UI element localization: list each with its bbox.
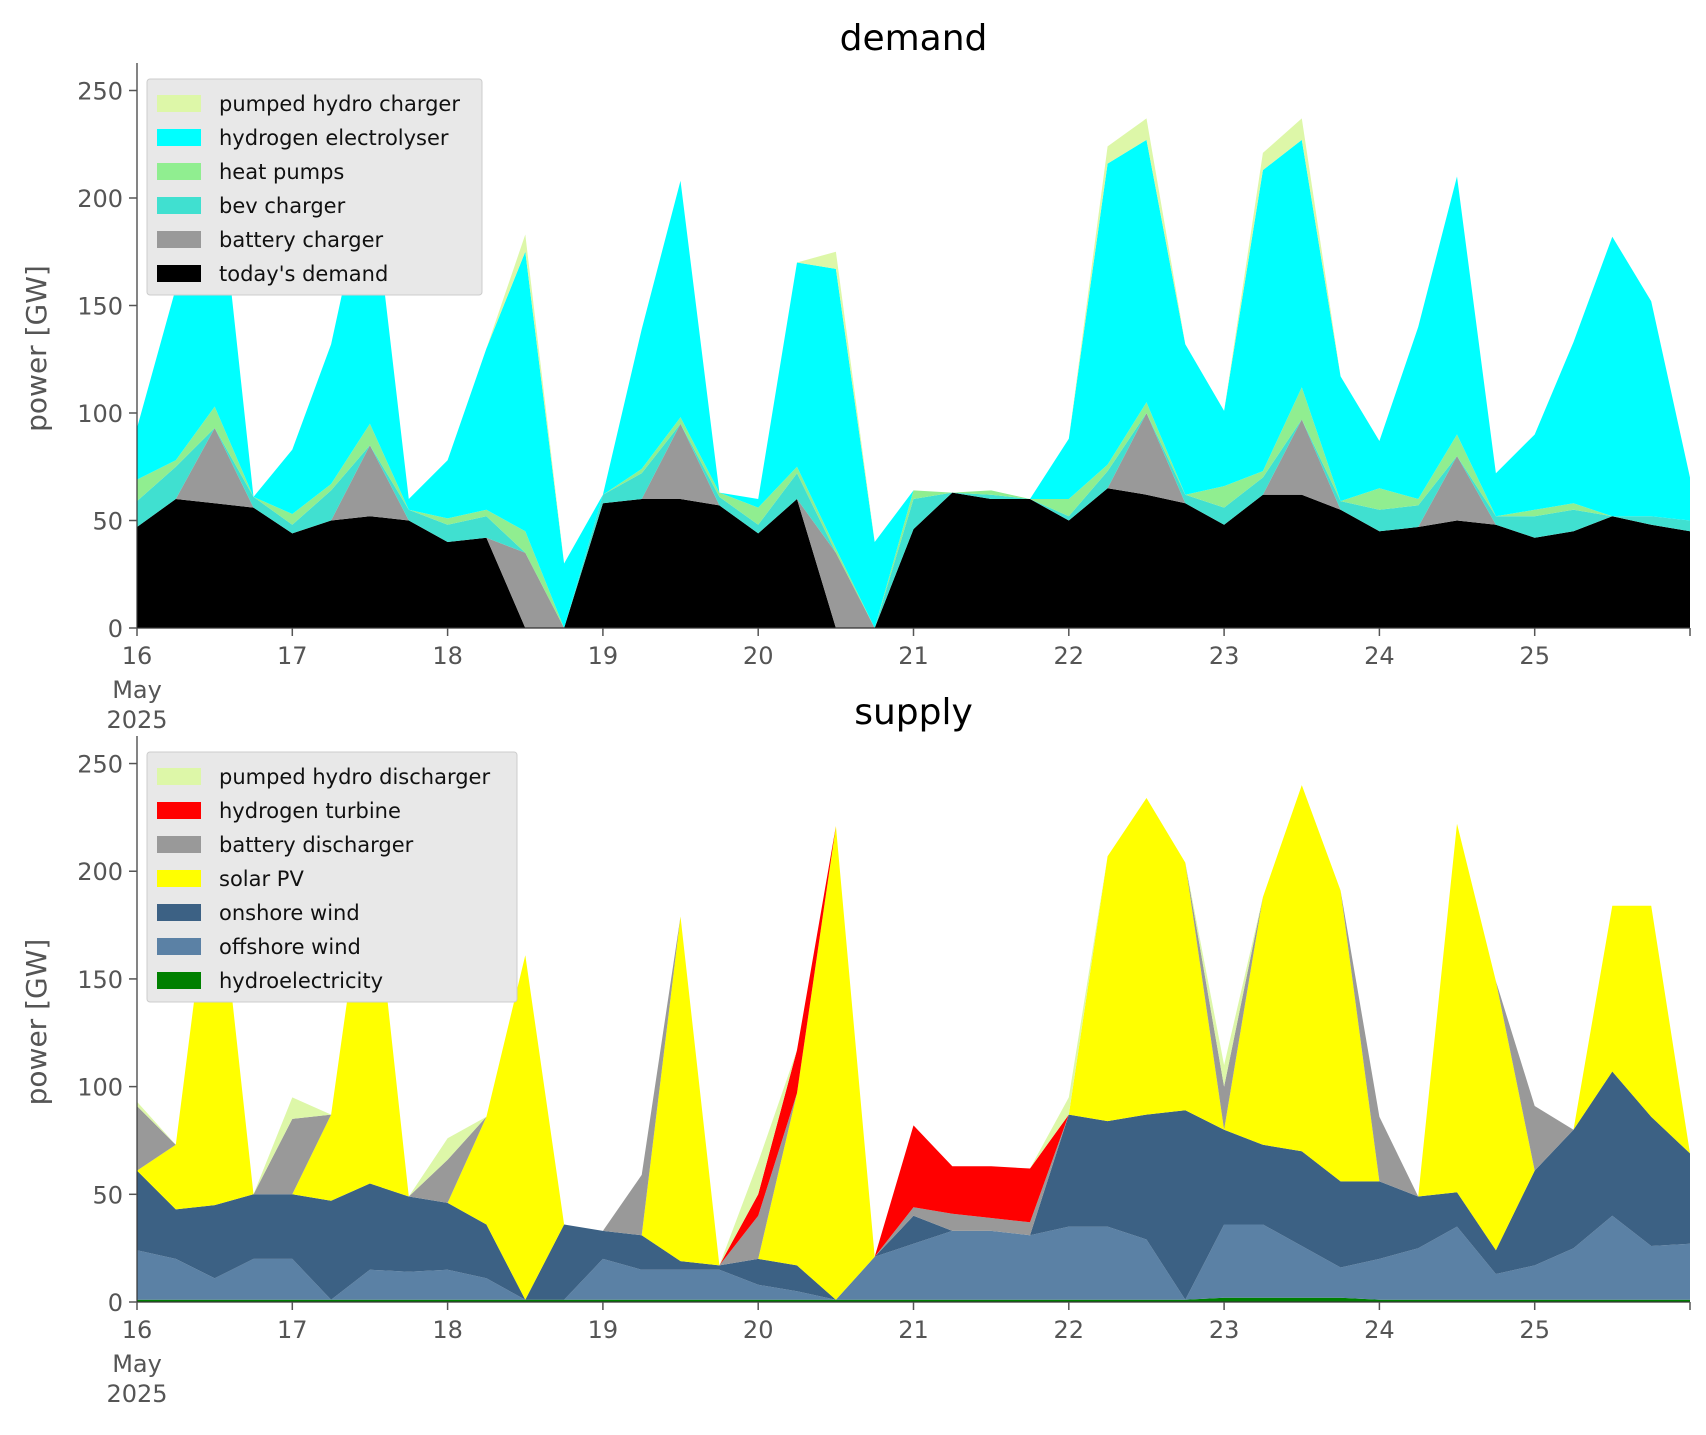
y-tick-label: 50 (92, 508, 123, 536)
chart-panel-demand: demand 0 50 100 150 200 250 16 17 18 19 20 21 22 23 24 2… (20, 18, 1691, 734)
legend-box (146, 78, 483, 296)
legend-item: hydrogen turbine (157, 799, 401, 823)
x-tick-label: 21 (898, 1316, 929, 1344)
y-tick-label: 0 (108, 615, 123, 643)
legend-swatch (157, 870, 201, 887)
legend-label: offshore wind (219, 935, 361, 959)
y-tick-label: 100 (77, 1074, 123, 1102)
legend-swatch (157, 802, 201, 819)
legend-item: battery discharger (157, 833, 414, 857)
x-tick-label: 20 (743, 1316, 774, 1344)
legend: pumped hydro charger hydrogen electrolyse… (146, 78, 483, 296)
area-series-hydrogen-electrolyser (137, 137, 1690, 629)
y-tick-label: 100 (77, 400, 123, 428)
legend-item: battery charger (157, 228, 384, 252)
x-tick-label: 17 (277, 642, 308, 670)
y-axis-label: power [GW] (20, 939, 53, 1106)
y-tick-label: 150 (77, 966, 123, 994)
x-tick-label: 21 (898, 642, 929, 670)
legend-swatch (157, 197, 201, 214)
chart-panel-supply: supply 0 50 100 150 200 250 16 17 18 19 20 21 22 23 24 2… (20, 692, 1691, 1408)
x-tick-month-label: May (112, 1350, 162, 1378)
legend-swatch (157, 836, 201, 853)
legend-swatch (157, 95, 201, 112)
x-tick-year-label: 2025 (106, 1380, 167, 1408)
legend-item: pumped hydro charger (157, 92, 460, 116)
x-tick-label: 16 (122, 642, 153, 670)
x-tick-label: 23 (1209, 642, 1240, 670)
legend-item: solar PV (157, 867, 304, 891)
legend-swatch (157, 972, 201, 989)
x-tick-label: 25 (1519, 642, 1550, 670)
chart-title: demand (840, 18, 988, 59)
legend-label: onshore wind (219, 901, 360, 925)
x-tick-label: 22 (1054, 642, 1085, 670)
chart-title: supply (854, 692, 973, 733)
area-series-today-s-demand (137, 488, 1690, 628)
legend-swatch (157, 904, 201, 921)
legend-label: hydrogen electrolyser (219, 126, 449, 150)
area-series-heat-pumps (137, 387, 1690, 628)
legend-swatch (157, 129, 201, 146)
legend-item: pumped hydro discharger (157, 765, 490, 789)
legend-label: pumped hydro charger (219, 92, 460, 116)
legend-item: hydrogen electrolyser (157, 126, 449, 150)
legend-swatch (157, 938, 201, 955)
legend-swatch (157, 231, 201, 248)
area-series-solar-pv (137, 785, 1690, 1300)
legend-item: hydroelectricity (157, 969, 383, 993)
legend-label: battery discharger (219, 833, 414, 857)
legend-label: hydroelectricity (219, 969, 383, 993)
x-tick-year-label: 2025 (106, 706, 167, 734)
area-series-offshore-wind (137, 1215, 1690, 1300)
legend-swatch (157, 265, 201, 282)
legend-swatch (157, 163, 201, 180)
x-tick-label: 19 (588, 642, 619, 670)
x-tick-label: 24 (1364, 642, 1395, 670)
y-tick-label: 250 (77, 78, 123, 106)
x-tick-label: 18 (432, 642, 463, 670)
legend-item: today's demand (157, 262, 388, 286)
area-series-hydroelectricity (137, 1297, 1690, 1302)
area-series-bev-charger (137, 413, 1690, 628)
x-tick-label: 20 (743, 642, 774, 670)
legend-label: heat pumps (219, 160, 344, 184)
y-tick-label: 200 (77, 185, 123, 213)
legend-item: onshore wind (157, 901, 360, 925)
y-tick-label: 150 (77, 293, 123, 321)
y-tick-label: 200 (77, 858, 123, 886)
x-tick-label: 23 (1209, 1316, 1240, 1344)
y-tick-label: 250 (77, 751, 123, 779)
legend-box (146, 751, 518, 1003)
legend-label: solar PV (219, 867, 304, 891)
area-series-hydrogen-turbine (137, 785, 1690, 1266)
legend-swatch (157, 768, 201, 785)
legend-item: heat pumps (157, 160, 344, 184)
x-tick-label: 25 (1519, 1316, 1550, 1344)
x-tick-month-label: May (112, 676, 162, 704)
x-tick-label: 19 (588, 1316, 619, 1344)
x-tick-label: 22 (1054, 1316, 1085, 1344)
legend-label: pumped hydro discharger (219, 765, 490, 789)
y-tick-label: 50 (92, 1181, 123, 1209)
area-series-battery-charger (137, 413, 1690, 628)
legend-label: today's demand (219, 262, 388, 286)
legend-label: battery charger (219, 228, 384, 252)
legend: pumped hydro discharger hydrogen turbine b… (146, 751, 518, 1003)
legend-label: bev charger (219, 194, 346, 218)
x-tick-label: 17 (277, 1316, 308, 1344)
y-axis-label: power [GW] (20, 265, 53, 432)
legend-item: offshore wind (157, 935, 361, 959)
x-tick-label: 24 (1364, 1316, 1395, 1344)
x-tick-label: 18 (432, 1316, 463, 1344)
area-series-onshore-wind (137, 1071, 1690, 1300)
y-tick-label: 0 (108, 1289, 123, 1317)
x-tick-label: 16 (122, 1316, 153, 1344)
legend-item: bev charger (157, 194, 346, 218)
legend-label: hydrogen turbine (219, 799, 401, 823)
